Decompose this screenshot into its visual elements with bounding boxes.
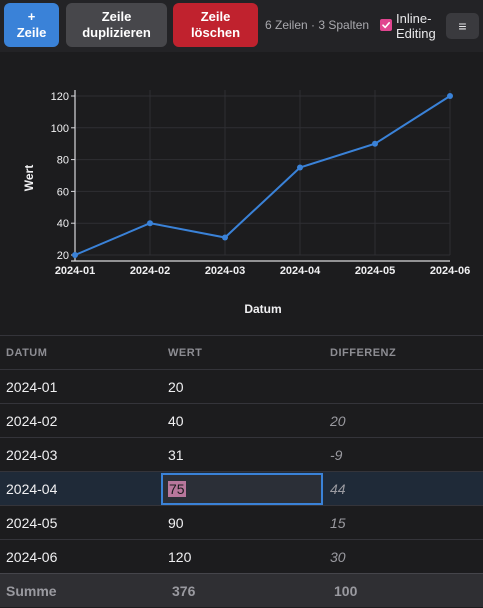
cell-differenz: 44	[330, 480, 346, 497]
cell-differenz: -9	[330, 446, 343, 463]
chart-grid	[74, 90, 451, 256]
summary-label: Summe	[6, 582, 57, 599]
inline-editing-label[interactable]: Inline- Editing	[396, 11, 436, 41]
data-point	[222, 234, 228, 241]
data-point	[147, 220, 153, 227]
summary-differenz: 100	[334, 582, 358, 599]
delete-row-button[interactable]: Zeile löschen	[173, 3, 258, 47]
checkmark-icon	[382, 22, 390, 29]
table-row[interactable]: 2024-06 120 30	[0, 539, 483, 573]
table-row[interactable]: 2024-02 40 20	[0, 403, 483, 437]
cell-differenz: 30	[330, 548, 346, 565]
cell-datum[interactable]: 2024-02	[6, 412, 58, 429]
add-row-label-line1: +	[27, 9, 36, 24]
y-tick-label: 40	[57, 218, 69, 230]
add-row-button[interactable]: + Zeile	[4, 3, 59, 47]
header-datum[interactable]: DATUM	[6, 346, 48, 359]
table-info: 6 Zeilen · 3 Spalten	[265, 18, 370, 32]
x-tick-label: 2024-03	[205, 265, 245, 277]
x-tick-label: 2024-02	[130, 265, 170, 277]
cell-differenz: 15	[330, 514, 346, 531]
y-tick-label: 60	[57, 186, 69, 198]
duplicate-row-label-line1: Zeile	[101, 9, 132, 24]
cell-wert[interactable]: 120	[168, 548, 192, 565]
cell-wert[interactable]: 20	[168, 378, 184, 395]
x-tick-labels: 2024-01 2024-02 2024-03 2024-04 2024-05 2024-…	[55, 265, 470, 277]
series-points	[72, 93, 453, 258]
table-row[interactable]: 2024-05 90 15	[0, 505, 483, 539]
menu-button[interactable]: ≡	[446, 13, 479, 39]
header-wert[interactable]: WERT	[168, 346, 203, 359]
data-point	[447, 93, 453, 99]
table-row[interactable]: 2024-03 31 -9	[0, 437, 483, 471]
delete-row-label-line1: Zeile	[200, 9, 231, 24]
cell-wert-editor[interactable]: 75	[161, 473, 323, 505]
y-tick-label: 100	[51, 123, 69, 135]
toolbar: + Zeile Zeile duplizieren Zeile löschen …	[0, 0, 483, 52]
data-point	[72, 252, 78, 258]
x-tick-label: 2024-06	[430, 265, 470, 277]
menu-icon: ≡	[458, 18, 467, 34]
cell-datum[interactable]: 2024-01	[6, 378, 58, 395]
summary-row: Summe 376 100	[0, 573, 483, 607]
table-row-selected[interactable]: 2024-04 75 44	[0, 471, 483, 505]
cell-datum[interactable]: 2024-06	[6, 548, 58, 565]
inline-editing-checkbox[interactable]	[380, 19, 392, 31]
cell-wert-selected-text[interactable]: 75	[168, 481, 186, 497]
table-row[interactable]: 2024-01 20	[0, 369, 483, 403]
x-tick-label: 2024-05	[355, 265, 395, 277]
cell-datum[interactable]: 2024-04	[6, 480, 58, 497]
table-header: DATUM WERT DIFFERENZ	[0, 335, 483, 369]
delete-row-label-line2: löschen	[190, 25, 241, 40]
chart-axes	[71, 90, 450, 262]
cell-datum[interactable]: 2024-03	[6, 446, 58, 463]
x-tick-label: 2024-04	[280, 265, 321, 277]
y-tick-labels: 20 40 60 80 100 120	[51, 91, 69, 262]
series-line-path	[74, 95, 451, 256]
inline-editing-label-line1: Inline-	[396, 11, 432, 26]
data-point	[372, 140, 378, 147]
x-axis-label: Datum	[244, 302, 281, 316]
cell-differenz: 20	[330, 412, 346, 429]
series-line	[74, 95, 451, 256]
y-axis-label: Wert	[22, 165, 36, 191]
y-tick-label: 80	[57, 155, 69, 167]
data-point	[297, 164, 303, 171]
duplicate-row-button[interactable]: Zeile duplizieren	[66, 3, 167, 47]
chart-area: 20 40 60 80 100 120 2024-01 2024-02 2024-03 2024…	[0, 52, 483, 335]
cell-wert[interactable]: 90	[168, 514, 184, 531]
duplicate-row-label-line2: duplizieren	[82, 25, 151, 40]
header-differenz[interactable]: DIFFERENZ	[330, 346, 397, 359]
y-tick-label: 120	[51, 91, 69, 103]
cell-wert[interactable]: 40	[168, 412, 184, 429]
inline-editing-label-line2: Editing	[396, 26, 436, 41]
y-tick-label: 20	[57, 250, 69, 262]
cell-wert[interactable]: 31	[168, 446, 184, 463]
summary-wert: 376	[172, 582, 196, 599]
cell-datum[interactable]: 2024-05	[6, 514, 58, 531]
add-row-label-line2: Zeile	[16, 25, 47, 40]
x-tick-label: 2024-01	[55, 265, 95, 277]
